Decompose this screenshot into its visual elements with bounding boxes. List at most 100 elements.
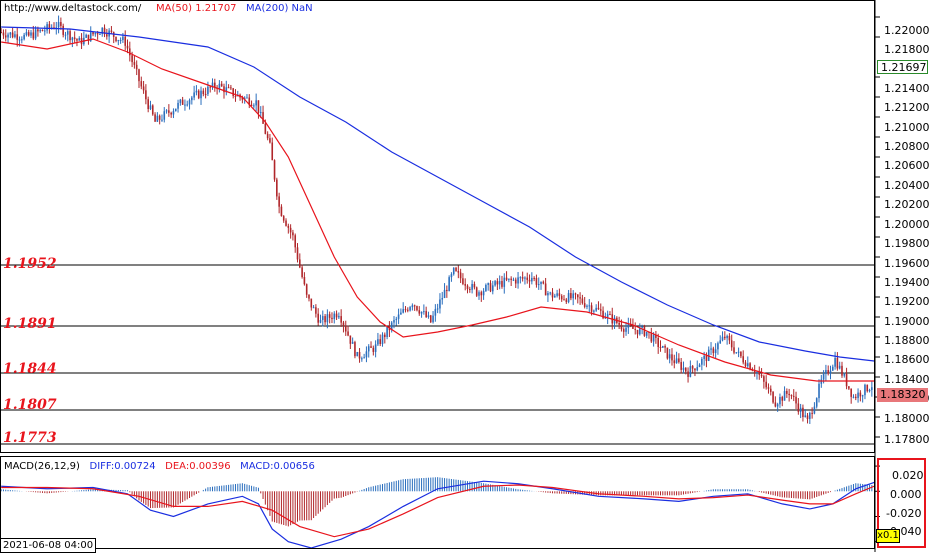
candle-body — [400, 312, 402, 315]
candle-body — [393, 319, 395, 323]
candle-body — [462, 278, 464, 285]
candle-body — [43, 30, 46, 32]
candle-body — [554, 295, 556, 298]
candle-body — [381, 334, 384, 344]
candle-body — [253, 105, 255, 107]
price-tick: 1.20800 — [884, 140, 930, 153]
candle-body — [542, 281, 545, 284]
candle-body — [344, 325, 347, 332]
candle-body — [386, 326, 388, 338]
candle-body — [721, 336, 724, 341]
candle-body — [269, 138, 271, 143]
candle-body — [193, 92, 195, 98]
candle-body — [186, 104, 189, 106]
candle-body — [524, 277, 526, 279]
candle-body — [567, 293, 570, 303]
macd-dea-label: DEA:0.00396 — [165, 461, 231, 472]
candle-body — [643, 326, 646, 336]
candle-body — [363, 357, 365, 359]
candle-body — [806, 415, 809, 419]
candle-body — [338, 316, 340, 318]
candle-body — [147, 99, 149, 109]
candle-body — [737, 351, 740, 353]
candle-body — [361, 358, 363, 360]
candle-body — [276, 179, 278, 197]
candle-body — [510, 278, 512, 280]
candle-body — [684, 367, 687, 372]
candle-body — [841, 365, 843, 376]
candle-body — [489, 283, 492, 292]
ma50-line — [1, 38, 875, 382]
candle-body — [694, 368, 696, 371]
candle-body — [609, 314, 611, 316]
candle-body — [703, 355, 705, 359]
candle-body — [133, 62, 136, 65]
zoom-level-label[interactable]: x0.1 — [876, 529, 900, 543]
candle-body — [710, 348, 712, 350]
macd-scale-frame — [877, 458, 926, 548]
candle-body — [225, 87, 228, 93]
candle-body — [811, 412, 813, 414]
candle-body — [92, 32, 94, 35]
candle-body — [66, 31, 69, 35]
candle-body — [119, 40, 122, 42]
candle-body — [85, 34, 87, 38]
price-tick: 1.19800 — [884, 237, 930, 250]
candle-body — [21, 39, 23, 41]
candle-body — [668, 354, 671, 359]
candle-body — [154, 114, 156, 122]
candle-body — [0, 32, 2, 33]
candle-body — [413, 305, 416, 307]
candle-body — [356, 352, 359, 357]
candle-body — [825, 369, 827, 374]
candle-body — [197, 90, 200, 99]
candle-body — [712, 348, 715, 354]
candle-body — [27, 32, 30, 36]
candle-body — [590, 305, 593, 312]
candle-body — [163, 111, 166, 120]
candle-body — [618, 322, 620, 325]
source-url[interactable]: http://www.deltastock.com/ — [4, 3, 142, 14]
candle-body — [439, 299, 441, 309]
candle-body — [774, 402, 777, 407]
candle-body — [299, 259, 301, 268]
candle-body — [864, 384, 866, 396]
candle-body — [809, 412, 811, 419]
candle-body — [379, 339, 382, 344]
candle-body — [756, 371, 758, 374]
candle-body — [560, 295, 563, 300]
level-label-3: 1.1844 — [3, 361, 57, 377]
candle-body — [753, 370, 756, 374]
candle-body — [87, 34, 90, 41]
candle-body — [765, 381, 767, 388]
candle-body — [78, 38, 81, 41]
price-tick: 1.20400 — [884, 179, 930, 192]
candle-body — [57, 22, 60, 28]
candle-body — [234, 95, 237, 97]
candle-body — [845, 373, 848, 387]
candle-body — [358, 352, 361, 359]
candle-body — [528, 279, 531, 282]
candle-body — [294, 235, 297, 248]
candle-body — [303, 277, 306, 285]
candle-body — [9, 32, 12, 35]
candle-body — [537, 284, 540, 286]
candle-body — [636, 329, 639, 335]
price-tick: 1.20600 — [884, 159, 930, 172]
candle-body — [305, 284, 308, 295]
ma200-line — [1, 26, 875, 362]
candle-body — [769, 388, 772, 392]
candle-body — [255, 100, 257, 106]
candle-body — [377, 339, 379, 345]
candle-body — [705, 355, 708, 361]
candle-body — [457, 271, 460, 273]
candle-body — [292, 232, 294, 236]
candle-body — [641, 326, 643, 328]
candle-body — [760, 374, 763, 377]
candle-body — [177, 102, 179, 109]
candle-body — [772, 391, 774, 403]
candle-body — [69, 31, 71, 41]
candle-body — [347, 331, 349, 336]
candle-body — [223, 86, 225, 93]
